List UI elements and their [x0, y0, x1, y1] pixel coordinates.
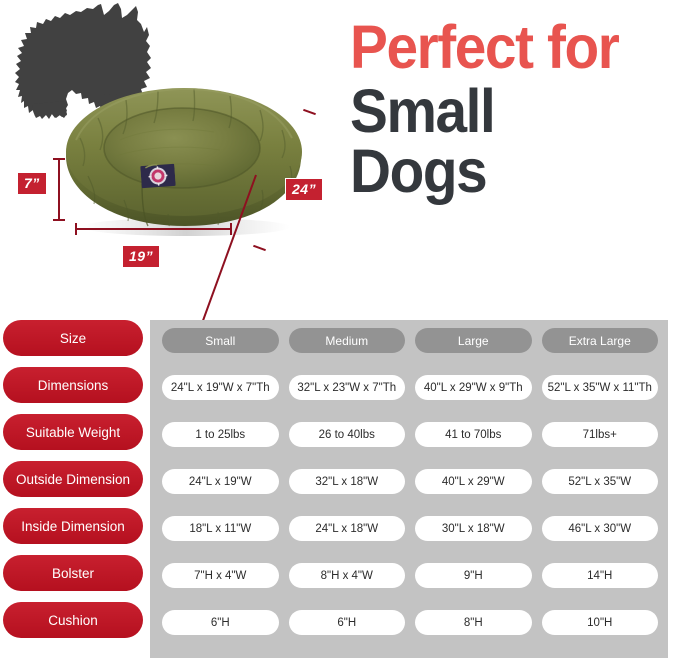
cell-inside-small: 18"L x 11"W — [162, 516, 279, 541]
row-label-size: Size — [3, 320, 143, 356]
cell-weight-extra-large: 71lbs+ — [541, 422, 658, 447]
height-measure-badge: 7” — [17, 172, 47, 195]
dog-bed-image — [66, 87, 302, 236]
spec-data-grid: Small Medium Large Extra Large 24"L x 19… — [162, 328, 658, 635]
cell-dimensions-large: 40"L x 29"W x 9"Th — [415, 375, 532, 400]
headline-block: Perfect for Small Dogs — [350, 13, 679, 205]
table-header-row: Small Medium Large Extra Large — [162, 328, 658, 353]
headline-line-1: Perfect for — [350, 13, 620, 81]
cell-outside-small: 24"L x 19"W — [162, 469, 279, 494]
column-header-large: Large — [415, 328, 532, 353]
width-measure-cap-left — [75, 223, 77, 235]
spec-row-label-column: Size Dimensions Suitable Weight Outside … — [3, 320, 143, 638]
width-measure-line — [75, 228, 232, 230]
row-label-outside-dimension: Outside Dimension — [3, 461, 143, 497]
cell-inside-medium: 24"L x 18"W — [288, 516, 405, 541]
cell-inside-large: 30"L x 18"W — [415, 516, 532, 541]
cell-bolster-extra-large: 14"H — [541, 563, 658, 588]
column-header-medium: Medium — [288, 328, 405, 353]
height-measure-line — [58, 158, 60, 221]
cell-weight-medium: 26 to 40lbs — [288, 422, 405, 447]
cell-dimensions-small: 24"L x 19"W x 7"Th — [162, 375, 279, 400]
row-label-inside-dimension: Inside Dimension — [3, 508, 143, 544]
cell-cushion-large: 8"H — [415, 610, 532, 635]
cell-outside-large: 40"L x 29"W — [415, 469, 532, 494]
height-measure-cap-bottom — [53, 219, 65, 221]
cell-weight-large: 41 to 70lbs — [415, 422, 532, 447]
cell-bolster-medium: 8"H x 4"W — [288, 563, 405, 588]
hero-section: 7” 19” 24” Perfect for Small Dogs — [0, 0, 679, 321]
column-header-extra-large: Extra Large — [541, 328, 658, 353]
cell-outside-medium: 32"L x 18"W — [288, 469, 405, 494]
brand-tag-logo — [140, 163, 176, 189]
cell-dimensions-medium: 32"L x 23"W x 7"Th — [288, 375, 405, 400]
table-row: 24"L x 19"W 32"L x 18"W 40"L x 29"W 52"L… — [162, 469, 658, 494]
headline-line-2: Small — [350, 76, 496, 145]
width-measure-badge: 19” — [122, 245, 161, 268]
diagonal-measure-badge: 24” — [285, 178, 324, 201]
row-label-cushion: Cushion — [3, 602, 143, 638]
cell-weight-small: 1 to 25lbs — [162, 422, 279, 447]
column-header-small: Small — [162, 328, 279, 353]
spec-table: Size Dimensions Suitable Weight Outside … — [0, 312, 679, 666]
cell-cushion-small: 6"H — [162, 610, 279, 635]
table-row: 24"L x 19"W x 7"Th 32"L x 23"W x 7"Th 40… — [162, 375, 658, 400]
product-figure: 7” 19” 24” — [0, 0, 340, 321]
width-measure-cap-right — [230, 223, 232, 235]
table-row: 1 to 25lbs 26 to 40lbs 41 to 70lbs 71lbs… — [162, 422, 658, 447]
cell-bolster-large: 9"H — [415, 563, 532, 588]
diagonal-measure-cap-bottom — [253, 244, 266, 252]
table-row: 6"H 6"H 8"H 10"H — [162, 610, 658, 635]
cell-inside-extra-large: 46"L x 30"W — [541, 516, 658, 541]
headline-line-3: Dogs — [350, 136, 488, 205]
row-label-bolster: Bolster — [3, 555, 143, 591]
table-row: 7"H x 4"W 8"H x 4"W 9"H 14"H — [162, 563, 658, 588]
cell-cushion-extra-large: 10"H — [541, 610, 658, 635]
height-measure-cap-top — [53, 158, 65, 160]
cell-dimensions-extra-large: 52"L x 35"W x 11"Th — [541, 375, 658, 400]
table-row: 18"L x 11"W 24"L x 18"W 30"L x 18"W 46"L… — [162, 516, 658, 541]
cell-bolster-small: 7"H x 4"W — [162, 563, 279, 588]
cell-cushion-medium: 6"H — [288, 610, 405, 635]
cell-outside-extra-large: 52"L x 35"W — [541, 469, 658, 494]
row-label-dimensions: Dimensions — [3, 367, 143, 403]
row-label-suitable-weight: Suitable Weight — [3, 414, 143, 450]
